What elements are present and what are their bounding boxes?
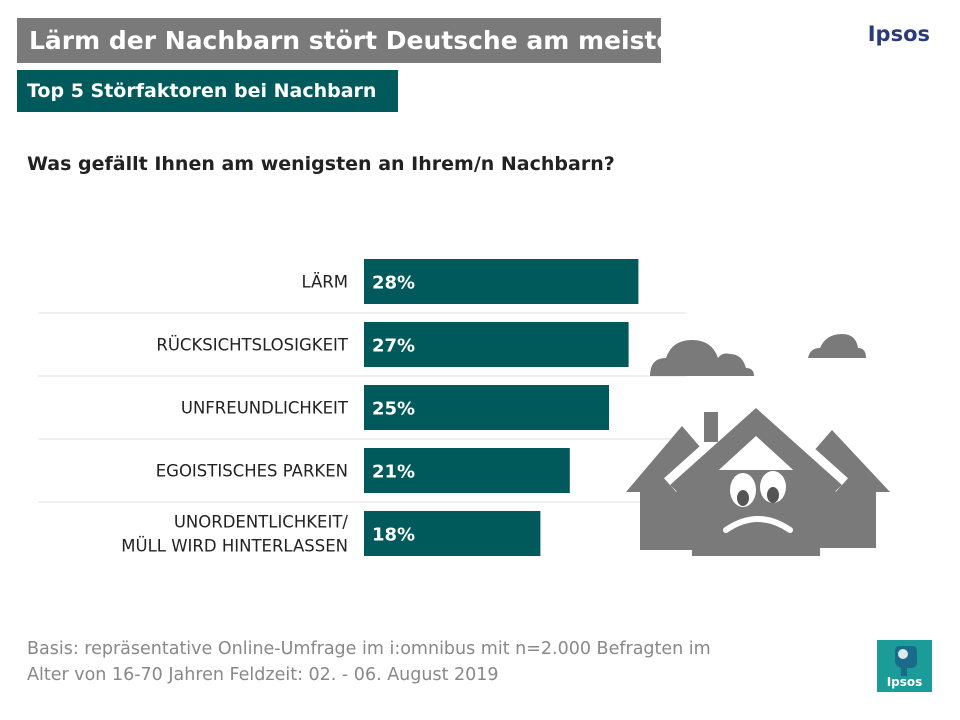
bar	[364, 259, 639, 304]
bar-value-label: 18%	[372, 525, 415, 546]
bar	[364, 322, 629, 367]
brand-name: Ipsos	[867, 22, 930, 46]
bar	[364, 511, 541, 556]
footnote-line-2: Alter von 16-70 Jahren Feldzeit: 02. - 0…	[27, 665, 499, 685]
logo-text: Ipsos	[886, 675, 923, 689]
cloud-left-icon	[650, 340, 754, 376]
footnote-line-1: Basis: repräsentative Online-Umfrage im …	[27, 639, 711, 659]
footnote: Basis: repräsentative Online-Umfrage im …	[27, 636, 827, 688]
bar-value-label: 28%	[372, 273, 415, 294]
category-label: LÄRM	[301, 273, 348, 292]
cloud-right-icon	[808, 334, 866, 358]
chart-subtitle-banner: Top 5 Störfaktoren bei Nachbarn	[17, 70, 398, 112]
bar	[364, 385, 609, 430]
sad-houses-with-clouds-icon	[626, 334, 890, 556]
category-label: UNFREUNDLICHKEIT	[181, 399, 349, 418]
category-label: RÜCKSICHTSLOSIGKEIT	[156, 336, 349, 355]
category-label: MÜLL WIRD HINTERLASSEN	[121, 537, 348, 556]
chart-title: Lärm der Nachbarn stört Deutsche am meis…	[29, 26, 692, 55]
bar-value-label: 21%	[372, 462, 415, 483]
chart-title-banner: Lärm der Nachbarn stört Deutsche am meis…	[17, 18, 691, 63]
chart-subtitle: Top 5 Störfaktoren bei Nachbarn	[27, 80, 377, 102]
bar-value-label: 25%	[372, 399, 415, 420]
bar-chart: 28% LÄRM 27% RÜCKSICHTSLOSIGKEIT 25% UNFREUND…	[38, 259, 686, 556]
survey-question: Was gefällt Ihnen am wenigsten an Ihrem/…	[27, 153, 615, 175]
sad-face-icon	[723, 471, 793, 533]
category-label: EGOISTISCHES PARKEN	[156, 462, 348, 481]
logo-mark-icon	[895, 646, 917, 676]
ipsos-logo: Ipsos	[877, 640, 932, 692]
category-label: UNORDENTLICHKEIT/	[174, 513, 349, 532]
bar-value-label: 27%	[372, 336, 415, 357]
bar	[364, 448, 570, 493]
house-center-icon	[663, 395, 849, 556]
